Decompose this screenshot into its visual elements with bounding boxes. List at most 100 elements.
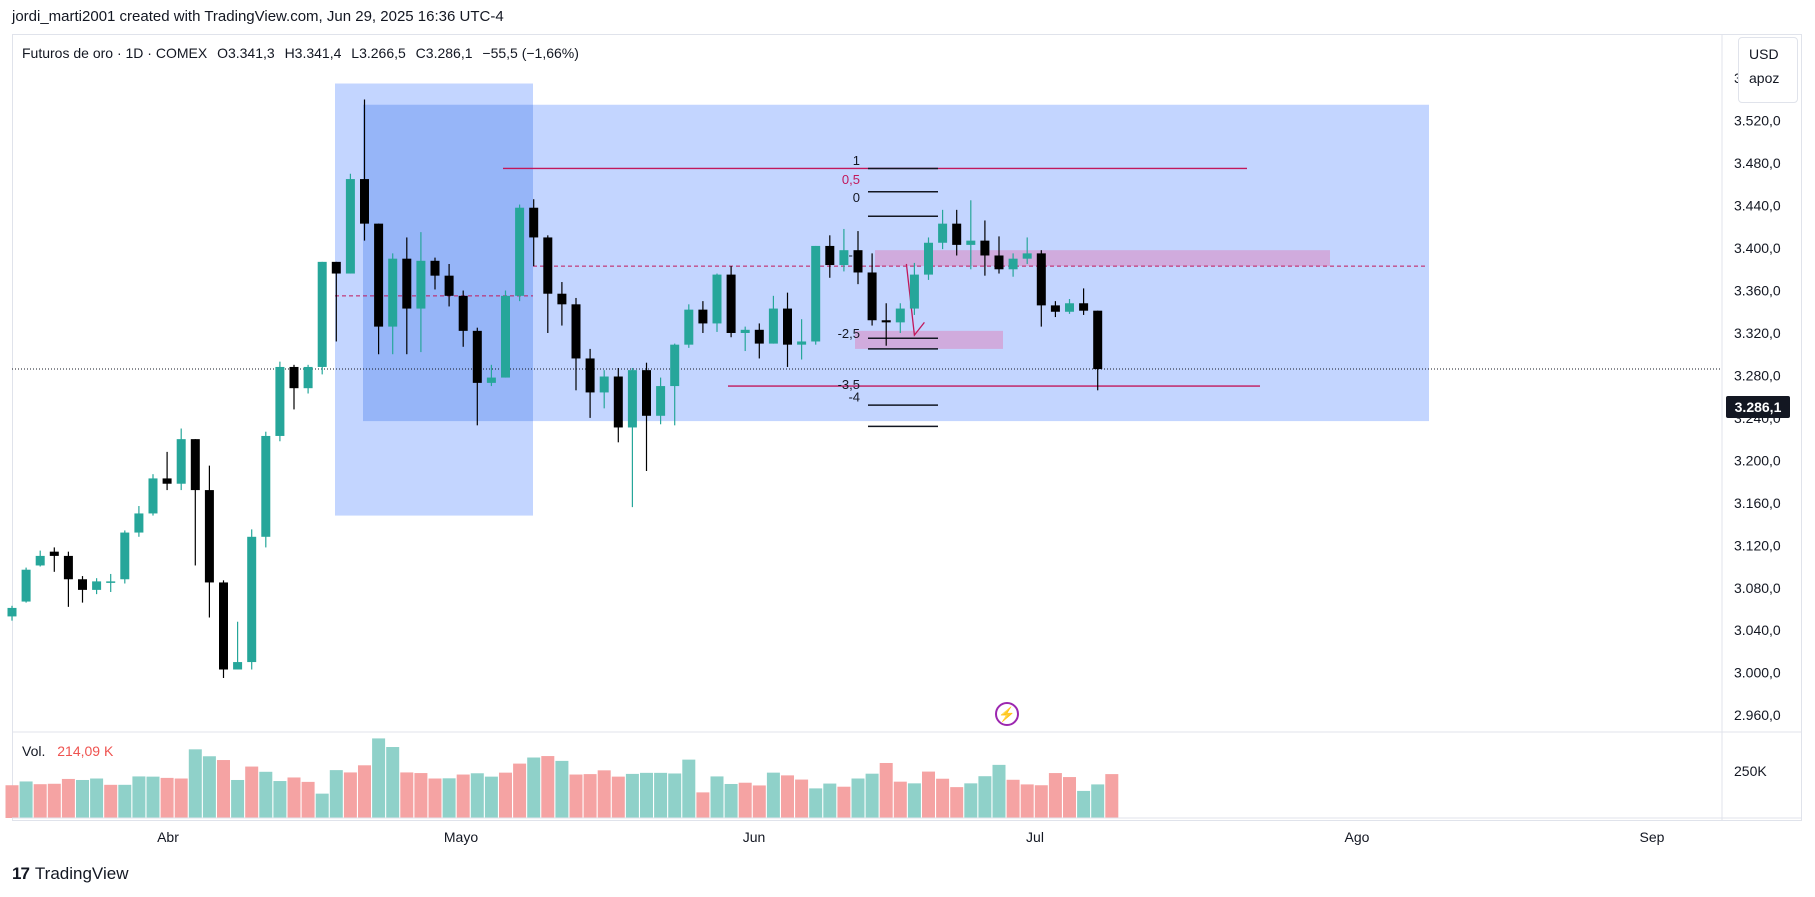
candle-body	[768, 308, 778, 344]
volume-bar	[766, 772, 780, 818]
volume-bar	[583, 774, 597, 818]
volume-bar	[781, 775, 794, 818]
candle-body	[289, 366, 299, 389]
lightning-icon[interactable]: ⚡	[995, 702, 1019, 726]
candle-body	[670, 344, 680, 387]
candle-body	[980, 240, 990, 256]
candle-body	[740, 329, 750, 333]
x-tick-label: Ago	[1345, 829, 1370, 845]
y-tick-label: 3.160,0	[1734, 495, 1781, 511]
candle-body	[1093, 310, 1103, 370]
volume-bar	[597, 770, 611, 818]
legend-close: C3.286,1	[415, 45, 473, 61]
volume-bar	[823, 783, 837, 818]
volume-bar	[710, 776, 724, 818]
candle-body	[92, 581, 102, 590]
volume-bar	[217, 760, 230, 818]
volume-bar	[146, 776, 160, 818]
volume-bar	[315, 793, 329, 818]
candle-body	[712, 274, 722, 324]
candle-body	[571, 304, 581, 359]
candle-body	[924, 242, 933, 275]
currency-selector[interactable]: USD apoz	[1738, 37, 1798, 103]
y-tick-label: 3.400,0	[1734, 240, 1781, 256]
candle-body	[1079, 303, 1089, 311]
volume-bar	[654, 772, 668, 818]
candle-body	[190, 439, 200, 491]
volume-bar	[907, 783, 921, 818]
volume-bar	[795, 779, 809, 818]
volume-bar	[922, 771, 935, 818]
volume-bar	[964, 783, 978, 818]
candle-body	[430, 260, 440, 276]
volume-bar	[865, 773, 879, 818]
candle-body	[176, 439, 186, 484]
candle-body	[458, 295, 468, 331]
volume-bar	[400, 772, 414, 818]
volume-bar	[851, 778, 865, 818]
candle-body	[1036, 253, 1046, 306]
volume-bar	[611, 776, 625, 818]
volume-bar	[724, 783, 738, 818]
fib-label: -4	[848, 390, 860, 405]
demand-zone	[855, 330, 1003, 349]
supply-zone	[875, 250, 1330, 267]
target-arrow	[905, 263, 925, 337]
y-tick-label: 3.440,0	[1734, 198, 1781, 214]
y-tick-label: 3.080,0	[1734, 580, 1781, 596]
candle-body	[698, 309, 708, 324]
volume-bar	[569, 774, 583, 818]
volume-bar	[358, 765, 371, 818]
fib-label: 0,5	[842, 172, 860, 187]
candle-body	[402, 258, 412, 309]
volume-bar	[372, 738, 386, 818]
candle-body	[797, 341, 807, 345]
volume-bar	[90, 778, 104, 818]
symbol-legend[interactable]: Futuros de oro · 1D · COMEX O3.341,3 H3.…	[22, 45, 585, 61]
volume-bar	[174, 778, 188, 818]
volume-bar	[231, 779, 245, 818]
candle-body	[21, 569, 31, 602]
candle-body	[994, 255, 1004, 270]
volume-bar	[76, 779, 89, 818]
volume-legend[interactable]: Vol. 214,09 K	[22, 743, 113, 759]
volume-bar	[837, 786, 851, 818]
candle-body	[783, 308, 792, 345]
volume-bar	[19, 781, 33, 818]
candle-body	[938, 223, 948, 243]
candle-body	[501, 295, 510, 378]
candle-body	[839, 250, 849, 266]
currency-mode: apoz	[1749, 70, 1780, 86]
candle-body	[642, 370, 651, 416]
volume-bar	[625, 773, 639, 818]
volume-bar	[259, 771, 273, 818]
volume-bar	[273, 781, 287, 818]
volume-bar	[118, 784, 132, 818]
volume-bar	[61, 778, 75, 818]
y-tick-label: 3.280,0	[1734, 367, 1781, 383]
candle-body	[613, 376, 623, 428]
candle-body	[1008, 258, 1018, 270]
candle-body	[952, 223, 962, 245]
candle-body	[867, 272, 877, 321]
volume-bar	[188, 749, 202, 818]
volume-bar	[47, 783, 61, 818]
volume-label: Vol.	[22, 743, 46, 759]
legend-change: −55,5 (−1,66%)	[482, 45, 579, 61]
volume-bar	[456, 774, 470, 818]
y-tick-label: 3.120,0	[1734, 537, 1781, 553]
x-tick-label: Jun	[743, 829, 766, 845]
volume-bar	[978, 776, 992, 818]
volume-bar	[386, 747, 400, 818]
chart-attribution: jordi_marti2001 created with TradingView…	[12, 8, 504, 25]
volume-bar	[245, 766, 259, 818]
candle-body	[1065, 303, 1074, 312]
x-tick-label: Jul	[1026, 829, 1044, 845]
candle-body	[49, 551, 59, 556]
candle-body	[78, 579, 87, 590]
fib-label: -2,5	[838, 326, 860, 341]
tradingview-logo[interactable]: 17 TradingView	[12, 864, 128, 884]
fib-label: 1	[853, 153, 860, 168]
candle-body	[557, 293, 567, 305]
